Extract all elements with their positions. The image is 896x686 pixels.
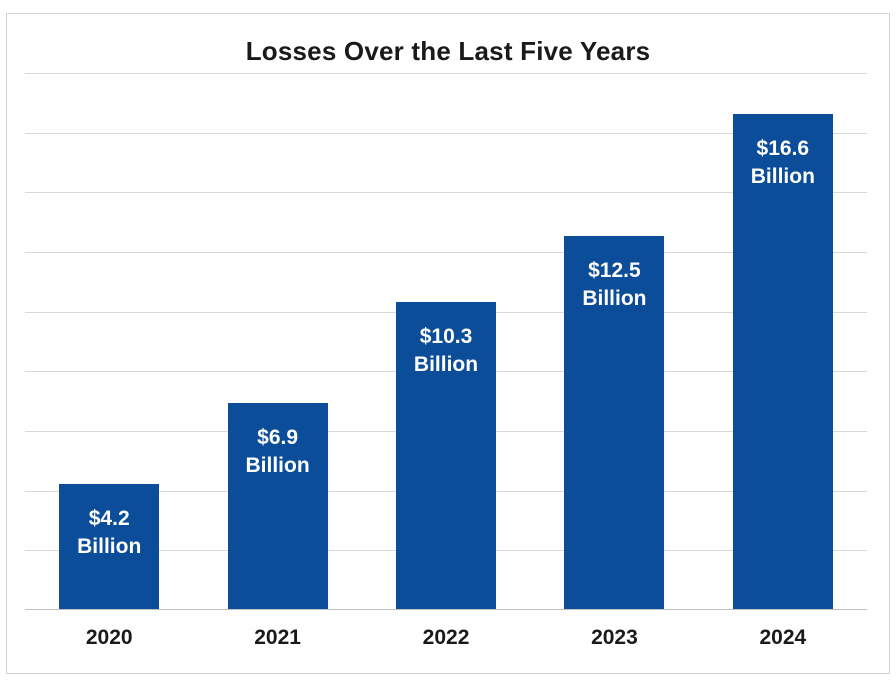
bar-value-label: $10.3 Billion — [414, 302, 478, 379]
bar-column: $10.3 Billion — [362, 73, 530, 609]
bar-value-line: $10.3 — [419, 324, 473, 348]
bar-column: $16.6 Billion — [699, 73, 867, 609]
bar-unit-line: Billion — [245, 454, 310, 478]
bars-row: $4.2 Billion $6.9 Billion $10.3 Billion $12.5 B… — [25, 73, 867, 609]
bar-column: $4.2 Billion — [25, 73, 193, 609]
x-axis-tick-label: 2022 — [422, 626, 470, 649]
bar-value-label: $16.6 Billion — [751, 114, 815, 191]
bar-value-line: $6.9 — [257, 426, 299, 450]
bar-unit-line: Billion — [750, 164, 815, 188]
gridline — [25, 252, 867, 253]
x-axis-tick-label: 2023 — [591, 626, 638, 649]
bar-value-label: $12.5 Billion — [582, 236, 646, 313]
x-axis-tick-label: 2020 — [85, 626, 133, 649]
bar-unit-line: Billion — [77, 534, 142, 558]
bar-column: $6.9 Billion — [193, 73, 361, 609]
bar: $4.2 Billion — [59, 483, 160, 609]
bar-unit-line: Billion — [582, 287, 647, 311]
gridline — [25, 192, 867, 194]
bar-value-label: $4.2 Billion — [77, 484, 141, 561]
x-axis-tick-label: 2024 — [759, 626, 807, 649]
bar-value-line: $4.2 — [88, 506, 130, 530]
bar: $10.3 Billion — [396, 301, 497, 609]
x-axis-tick-label: 2021 — [254, 626, 301, 649]
bar: $12.5 Billion — [564, 236, 665, 609]
plot-area: $4.2 Billion $6.9 Billion $10.3 Billion $12.5 B… — [25, 73, 867, 610]
chart-title: Losses Over the Last Five Years — [245, 36, 651, 66]
bar-unit-line: Billion — [413, 352, 479, 376]
gridline — [25, 73, 867, 74]
bar: $16.6 Billion — [732, 113, 833, 609]
bar: $6.9 Billion — [227, 403, 328, 609]
x-axis: 2020 2021 2022 2023 2024 — [25, 610, 867, 656]
gridline — [25, 132, 867, 134]
bar-value-line: $12.5 — [588, 259, 641, 283]
bar-column: $12.5 Billion — [530, 73, 698, 609]
bar-value-label: $6.9 Billion — [246, 403, 310, 480]
bar-value-line: $16.6 — [756, 136, 810, 160]
chart-frame: Losses Over the Last Five Years $4.2 Bill… — [6, 13, 890, 674]
